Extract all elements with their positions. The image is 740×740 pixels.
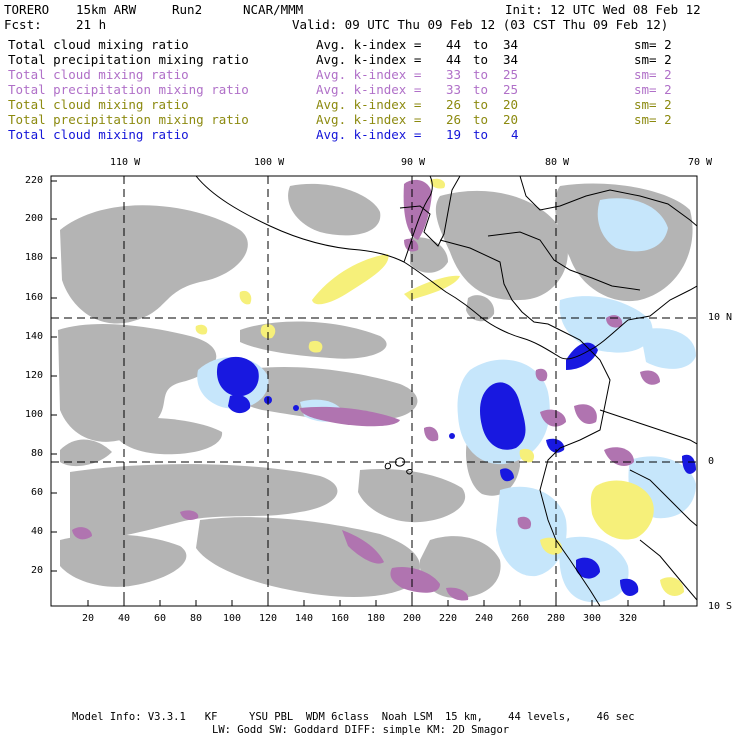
field-smoothing: sm= 2 (634, 97, 672, 112)
field-k-start: 26 (446, 97, 462, 112)
field-avg-label: Avg. k-index = (316, 97, 422, 112)
y-tick-label: 120 (25, 370, 44, 381)
field-name: Total precipitation mixing ratio (8, 52, 249, 67)
lat-label: 10 N (708, 312, 733, 323)
field-name: Total precipitation mixing ratio (8, 112, 249, 127)
field-k-start: 44 (446, 52, 462, 67)
field-smoothing: sm= 2 (634, 112, 672, 127)
y-tick-label: 200 (25, 213, 44, 224)
lat-lon-grid (51, 176, 697, 606)
field-to: to (473, 82, 489, 97)
x-tick-label: 200 (403, 613, 422, 624)
y-tick-label: 140 (25, 331, 44, 342)
field-name: Total cloud mixing ratio (8, 37, 189, 52)
x-tick-label: 220 (439, 613, 458, 624)
x-tick-label: 100 (223, 613, 242, 624)
field-avg-label: Avg. k-index = (316, 37, 422, 52)
axis-ticks (51, 180, 665, 606)
field-to: to (473, 52, 489, 67)
field-k-end: 25 (503, 67, 519, 82)
field-avg-label: Avg. k-index = (316, 67, 422, 82)
field-to: to (473, 67, 489, 82)
y-tick-label: 180 (25, 252, 44, 263)
x-tick-label: 280 (547, 613, 566, 624)
x-tick-label: 120 (259, 613, 278, 624)
y-tick-label: 60 (31, 487, 44, 498)
organization: NCAR/MMM (243, 2, 304, 17)
field-name: Total cloud mixing ratio (8, 97, 189, 112)
field-k-end: 25 (503, 82, 519, 97)
y-tick-label: 160 (25, 292, 44, 303)
x-tick-label: 80 (190, 613, 203, 624)
field-k-start: 26 (446, 112, 462, 127)
lat-label: 0 (708, 456, 715, 467)
run-label: Run2 (172, 2, 203, 17)
field-k-end: 4 (511, 127, 519, 142)
field-k-end: 20 (503, 112, 519, 127)
model-resolution: 15km ARW (76, 2, 137, 17)
field-smoothing: sm= 2 (634, 67, 672, 82)
physics-info: LW: Godd SW: Goddard DIFF: simple KM: 2D… (212, 724, 510, 736)
field-to: to (473, 127, 489, 142)
field-avg-label: Avg. k-index = (316, 112, 422, 127)
field-k-start: 44 (446, 37, 462, 52)
lat-label: 10 S (708, 601, 733, 612)
lon-label: 70 W (688, 157, 713, 168)
field-avg-label: Avg. k-index = (316, 52, 422, 67)
field-avg-label: Avg. k-index = (316, 127, 422, 142)
lon-label: 100 W (254, 157, 285, 168)
field-smoothing: sm= 2 (634, 82, 672, 97)
field-k-start: 19 (446, 127, 462, 142)
lon-label: 80 W (545, 157, 570, 168)
valid-time: Valid: 09 UTC Thu 09 Feb 12 (03 CST Thu … (292, 17, 669, 32)
x-tick-label: 320 (619, 613, 638, 624)
field-name: Total precipitation mixing ratio (8, 82, 249, 97)
field-name: Total cloud mixing ratio (8, 127, 189, 142)
lon-label: 90 W (401, 157, 426, 168)
field-name: Total cloud mixing ratio (8, 67, 189, 82)
y-tick-label: 40 (31, 526, 44, 537)
x-tick-label: 160 (331, 613, 350, 624)
field-avg-label: Avg. k-index = (316, 82, 422, 97)
x-tick-label: 140 (295, 613, 314, 624)
x-tick-label: 180 (367, 613, 386, 624)
lon-label: 110 W (110, 157, 141, 168)
forecast-hours: 21 h (76, 17, 107, 32)
model-info: Model Info: V3.3.1 KF YSU PBL WDM 6class… (72, 711, 635, 723)
y-tick-label: 100 (25, 409, 44, 420)
model-name: TORERO (4, 2, 50, 17)
x-tick-label: 20 (82, 613, 95, 624)
y-tick-label: 20 (31, 565, 44, 576)
field-smoothing: sm= 2 (634, 52, 672, 67)
x-tick-label: 260 (511, 613, 530, 624)
field-k-end: 34 (503, 37, 519, 52)
field-to: to (473, 97, 489, 112)
x-tick-label: 40 (118, 613, 131, 624)
x-tick-label: 300 (583, 613, 602, 624)
cloud-yellow-layer (195, 178, 684, 596)
field-to: to (473, 112, 489, 127)
field-k-start: 33 (446, 67, 462, 82)
field-smoothing: sm= 2 (634, 37, 672, 52)
init-time: Init: 12 UTC Wed 08 Feb 12 (505, 2, 701, 17)
map-frame (50, 175, 698, 607)
field-to: to (473, 37, 489, 52)
coastline (195, 176, 697, 606)
field-k-end: 20 (503, 97, 519, 112)
x-tick-label: 60 (154, 613, 167, 624)
field-k-end: 34 (503, 52, 519, 67)
y-tick-label: 220 (25, 175, 44, 186)
x-tick-label: 240 (475, 613, 494, 624)
y-tick-label: 80 (31, 448, 44, 459)
field-k-start: 33 (446, 82, 462, 97)
forecast-label: Fcst: (4, 17, 42, 32)
